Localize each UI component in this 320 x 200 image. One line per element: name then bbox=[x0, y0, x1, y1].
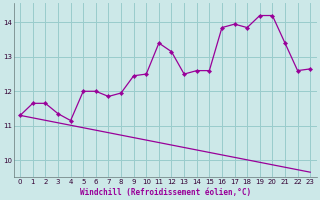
X-axis label: Windchill (Refroidissement éolien,°C): Windchill (Refroidissement éolien,°C) bbox=[80, 188, 251, 197]
